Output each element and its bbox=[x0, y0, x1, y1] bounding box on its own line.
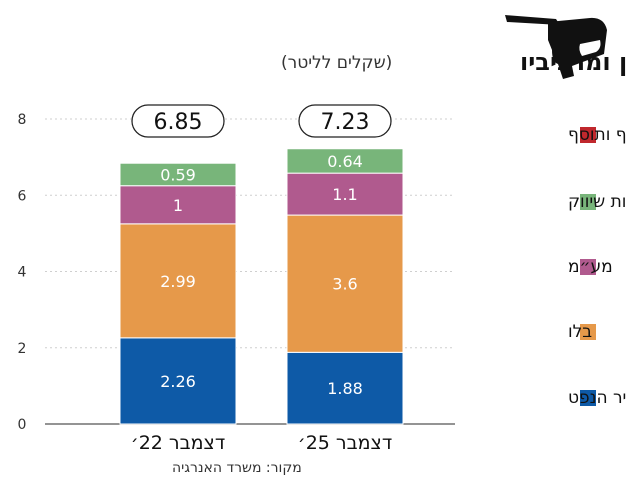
legend-label: דלף ותוסף bbox=[568, 125, 627, 145]
y-tick-label: 8 bbox=[18, 112, 27, 128]
fuel-nozzle-icon bbox=[505, 15, 607, 79]
legend-swatch bbox=[580, 324, 596, 340]
chart-subtitle: (שקלים לליטר) bbox=[281, 53, 392, 73]
total-badge bbox=[298, 104, 392, 138]
legend-label: סל הוצאות שיווק bbox=[568, 192, 627, 212]
legend-label: בלו bbox=[568, 322, 592, 342]
bar-segment bbox=[119, 223, 237, 339]
bar-segment bbox=[286, 351, 404, 425]
bar-segment bbox=[286, 172, 404, 216]
legend-label: מע״מ bbox=[568, 257, 613, 277]
bar-segment bbox=[286, 148, 404, 174]
legend-swatch bbox=[580, 259, 596, 275]
category-label: דצמבר 25׳ bbox=[298, 432, 392, 454]
data-label: 1.88 bbox=[327, 379, 363, 398]
data-label: 3.6 bbox=[332, 275, 357, 294]
legend-swatch bbox=[580, 390, 596, 406]
legend-swatch bbox=[580, 127, 596, 143]
legend-swatch bbox=[580, 194, 596, 210]
data-label: 2.26 bbox=[160, 372, 196, 391]
data-label: 1.1 bbox=[332, 185, 357, 204]
data-label: 0.64 bbox=[327, 152, 363, 171]
bar-segment bbox=[119, 185, 237, 225]
data-label: 0.59 bbox=[160, 165, 196, 184]
y-tick-label: 6 bbox=[18, 188, 27, 204]
y-tick-label: 0 bbox=[18, 417, 27, 433]
y-tick-label: 2 bbox=[18, 341, 27, 357]
y-tick-label: 4 bbox=[18, 265, 27, 281]
total-value: 6.85 bbox=[154, 110, 203, 135]
bar-segment bbox=[119, 337, 237, 425]
bar-segment bbox=[286, 214, 404, 353]
legend-label: מחיר הנפט bbox=[568, 388, 627, 408]
data-label: 1 bbox=[173, 196, 183, 215]
data-label: 2.99 bbox=[160, 272, 196, 291]
category-label: דצמבר 22׳ bbox=[131, 432, 225, 454]
total-value: 7.23 bbox=[321, 110, 370, 135]
source-note: מקור: משרד האנרגיה bbox=[172, 460, 302, 476]
bar-segment bbox=[119, 162, 237, 187]
total-badge bbox=[131, 104, 225, 138]
